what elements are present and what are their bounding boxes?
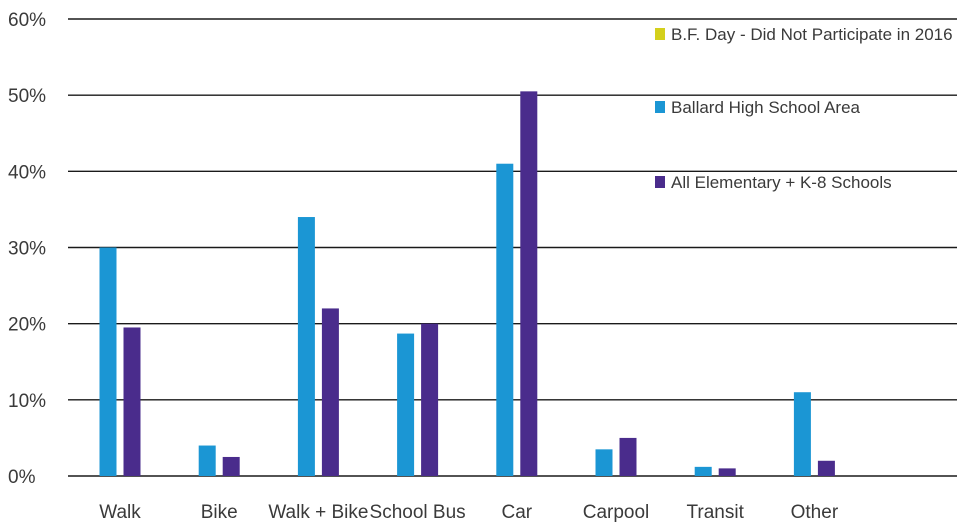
x-tick-label: Walk + Bike <box>268 502 368 523</box>
y-tick-label: 0% <box>8 467 36 488</box>
x-tick-label: Car <box>501 502 532 523</box>
bar <box>694 466 712 476</box>
y-tick-label: 60% <box>8 10 46 31</box>
y-tick-label: 10% <box>8 391 46 412</box>
bar <box>619 437 637 476</box>
x-axis-categories: Walk Bike Walk + Bike School Bus Car Carpool T… <box>99 502 839 523</box>
legend-label: B.F. Day - Did Not Participate in 2016 <box>671 25 953 44</box>
bar <box>297 217 315 477</box>
bar <box>520 91 538 476</box>
bar <box>496 163 514 476</box>
legend-label: All Elementary + K-8 Schools <box>671 173 892 192</box>
bar <box>321 308 339 476</box>
x-tick-label: Bike <box>201 502 238 523</box>
bar <box>817 460 835 476</box>
bar <box>222 456 240 476</box>
bars <box>99 91 835 477</box>
bar <box>397 333 415 476</box>
legend: B.F. Day - Did Not Participate in 2016 Ba… <box>655 25 953 192</box>
bar <box>123 327 141 476</box>
x-tick-label: Walk <box>99 502 141 523</box>
y-tick-label: 20% <box>8 315 46 336</box>
bar <box>198 445 216 476</box>
bar <box>421 323 439 476</box>
x-tick-label: Carpool <box>583 502 650 523</box>
y-tick-label: 30% <box>8 239 46 260</box>
bar <box>718 468 736 476</box>
legend-swatch <box>655 176 665 188</box>
x-tick-label: Other <box>791 502 839 523</box>
x-tick-label: Transit <box>687 502 745 523</box>
bar <box>99 247 117 476</box>
bar <box>793 392 811 476</box>
bar <box>595 449 613 476</box>
legend-label: Ballard High School Area <box>671 98 861 117</box>
y-tick-label: 50% <box>8 86 46 107</box>
y-axis-ticks: 0% 10% 20% 30% 40% 50% 60% <box>8 10 46 488</box>
y-tick-label: 40% <box>8 162 46 183</box>
legend-swatch <box>655 28 665 40</box>
legend-swatch <box>655 101 665 113</box>
x-tick-label: School Bus <box>370 502 466 523</box>
